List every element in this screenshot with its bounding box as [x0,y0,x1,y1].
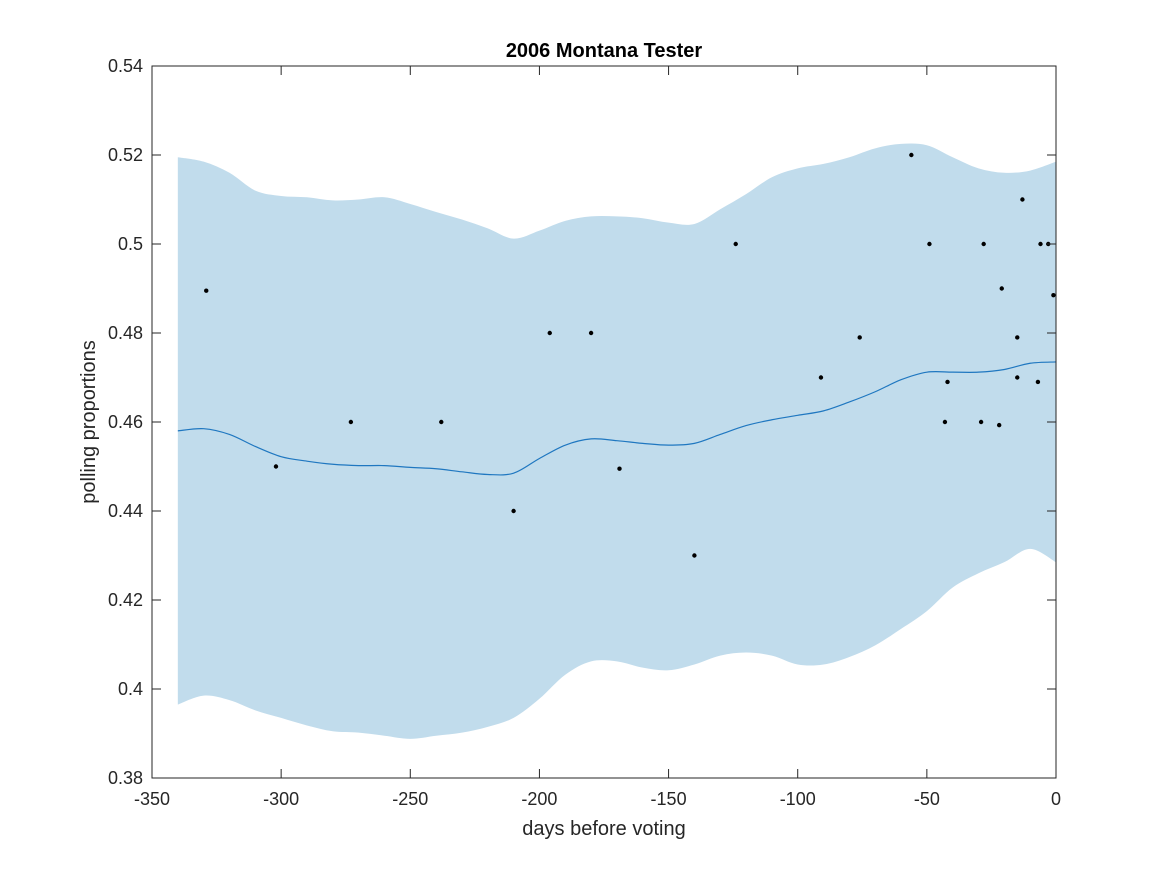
y-tick-label: 0.44 [108,501,143,521]
y-tick-label: 0.48 [108,323,143,343]
poll-point [511,508,516,514]
x-tick-label: -200 [521,789,557,809]
poll-point [945,379,950,385]
y-tick-label: 0.46 [108,412,143,432]
poll-point [588,330,594,336]
x-tick-label: -100 [780,789,816,809]
poll-point [978,419,984,425]
poll-point [439,419,444,425]
poll-point [927,241,932,247]
poll-point [204,288,209,293]
y-tick-label: 0.5 [118,234,143,254]
y-tick-label: 0.4 [118,679,143,699]
poll-point [547,330,552,336]
poll-point [1035,379,1041,385]
poll-point [1015,335,1020,340]
x-tick-label: -50 [914,789,940,809]
poll-point [981,241,986,247]
poll-point [1038,241,1043,247]
poll-point [1020,197,1025,202]
x-tick-label: 0 [1051,789,1061,809]
poll-point [942,419,948,425]
poll-point [617,466,622,471]
x-tick-label: -250 [392,789,428,809]
x-tick-label: -150 [651,789,687,809]
poll-point [1051,292,1056,298]
chart-title: 2006 Montana Tester [506,40,703,62]
x-tick-label: -300 [263,789,299,809]
poll-point [996,422,1002,428]
poll-point [999,286,1004,291]
poll-point [909,152,914,158]
y-axis-label: polling proportions [78,340,100,503]
tick-layer: -350 -300 -250 -200 -150 -100 -50 0 0.38 0.4 0.42 0… [108,56,1061,809]
y-tick-label: 0.42 [108,590,143,610]
y-tick-label: 0.52 [108,145,143,165]
poll-point [857,335,862,340]
poll-points-layer [204,152,1056,558]
y-tick-label: 0.38 [108,768,143,788]
mean-line [177,361,1057,476]
mean-line-layer [177,361,1057,476]
x-tick-label: -350 [134,789,170,809]
y-tick-label: 0.54 [108,56,143,76]
poll-point [273,464,279,469]
poll-point [733,241,738,247]
poll-point [348,419,354,425]
poll-point [818,375,824,380]
poll-point [692,553,697,558]
poll-point [1015,375,1020,380]
x-axis-label: days before voting [522,818,685,840]
